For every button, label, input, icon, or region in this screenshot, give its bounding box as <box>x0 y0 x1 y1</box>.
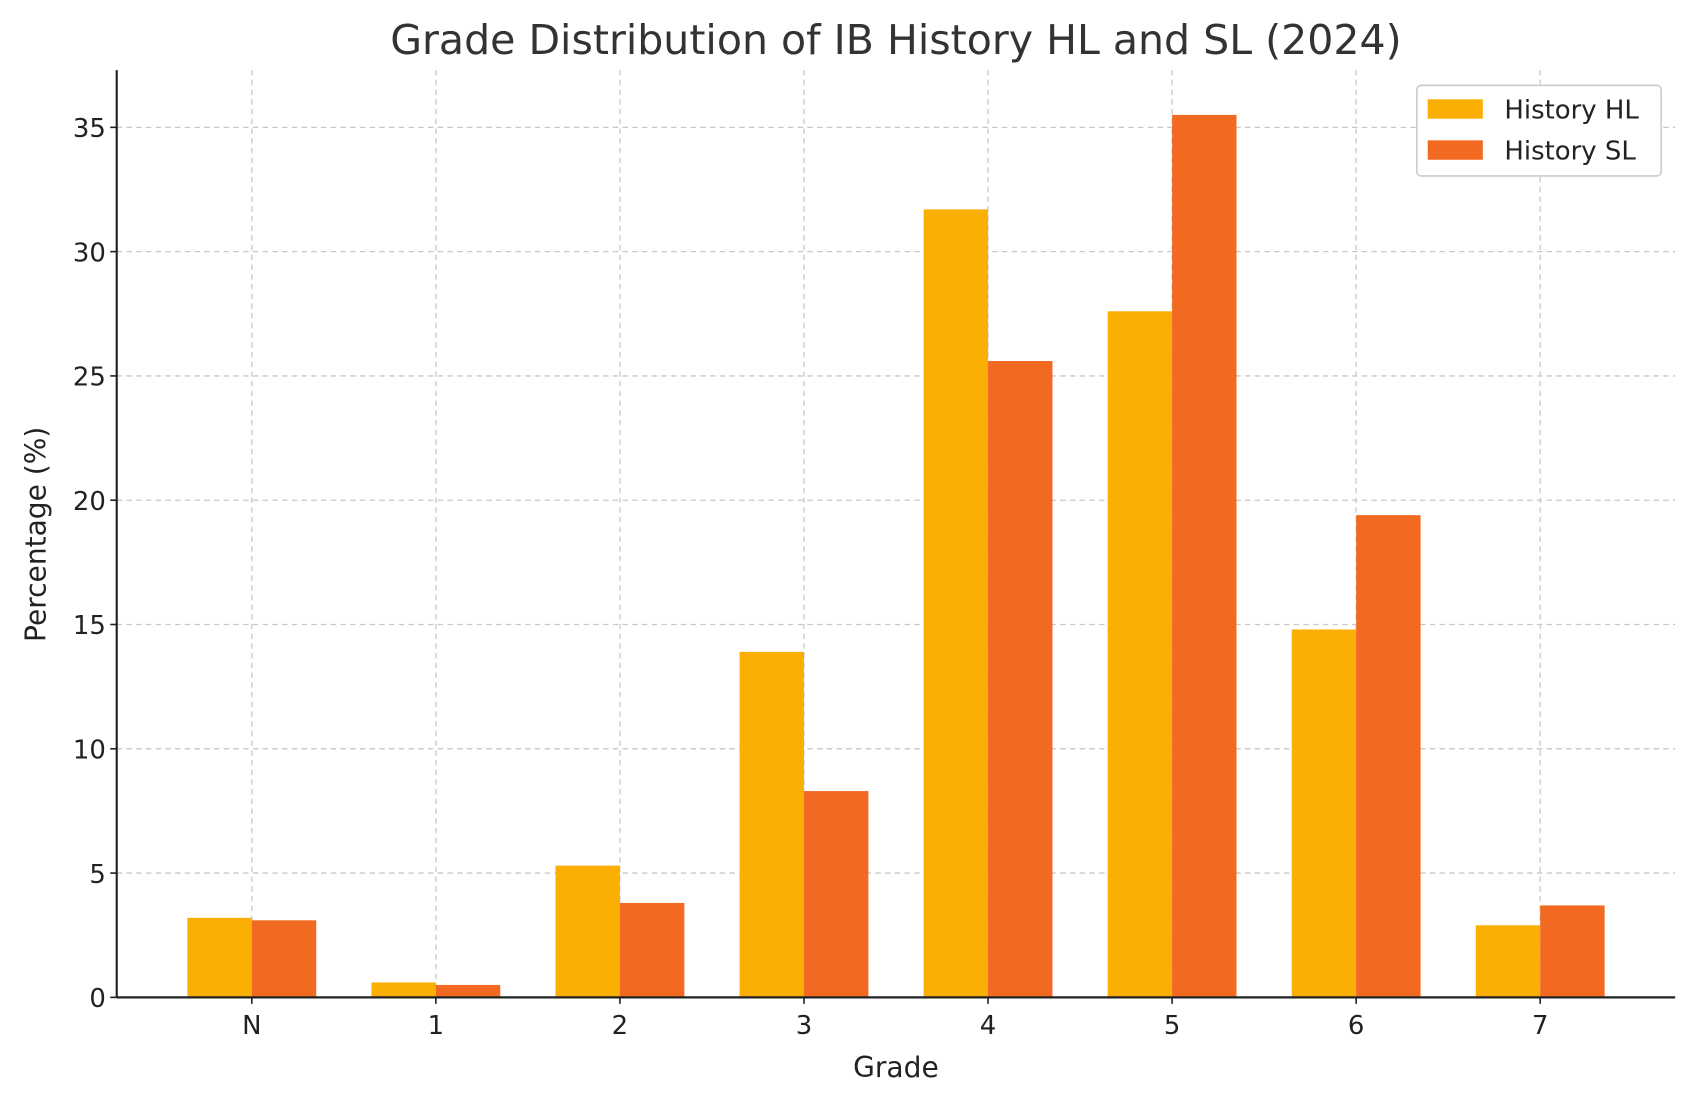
bar-hl-7 <box>1475 925 1541 998</box>
legend: History HL History SL <box>1416 84 1662 177</box>
bar-sl-1 <box>435 984 501 998</box>
bar-hl-5 <box>1107 311 1173 998</box>
y-tick-label: 5 <box>89 860 105 890</box>
bar-sl-5 <box>1172 114 1237 998</box>
bar-sl-3 <box>803 791 869 998</box>
bar-hl-6 <box>1291 629 1357 998</box>
bar-hl-1 <box>371 982 436 998</box>
x-tick-label: 5 <box>1164 1011 1180 1041</box>
bar-hl-N <box>187 917 252 998</box>
x-tick-label: 2 <box>612 1011 628 1041</box>
legend-swatch-sl <box>1427 140 1483 160</box>
legend-label-sl: History SL <box>1504 137 1636 167</box>
bar-sl-6 <box>1356 515 1421 998</box>
legend-label-hl: History HL <box>1504 96 1639 126</box>
bar-sl-2 <box>619 902 685 998</box>
x-tick-label: 1 <box>428 1011 444 1041</box>
y-tick-label: 15 <box>73 611 106 641</box>
y-tick-label: 10 <box>73 736 106 766</box>
chart-title: Grade Distribution of IB History HL and … <box>390 16 1401 64</box>
y-tick-label: 30 <box>73 238 106 268</box>
x-tick-label: 3 <box>796 1011 812 1041</box>
x-tick-label: 4 <box>980 1011 996 1041</box>
bar-hl-4 <box>923 209 989 998</box>
bar-sl-7 <box>1540 905 1605 998</box>
x-tick-label: N <box>242 1011 261 1041</box>
x-tick-label: 7 <box>1532 1011 1548 1041</box>
y-tick-label: 35 <box>73 114 106 144</box>
bar-sl-4 <box>988 361 1053 998</box>
y-axis-label: Percentage (%) <box>19 427 52 642</box>
x-axis-label: Grade <box>853 1051 939 1084</box>
bar-hl-3 <box>739 651 804 998</box>
y-tick-label: 25 <box>73 363 106 393</box>
bar-hl-2 <box>555 865 620 998</box>
y-tick-label: 0 <box>89 984 105 1014</box>
x-tick-label: 6 <box>1348 1011 1364 1041</box>
y-tick-label: 20 <box>73 487 106 517</box>
bar-sl-N <box>251 920 317 998</box>
legend-swatch-hl <box>1427 99 1483 119</box>
